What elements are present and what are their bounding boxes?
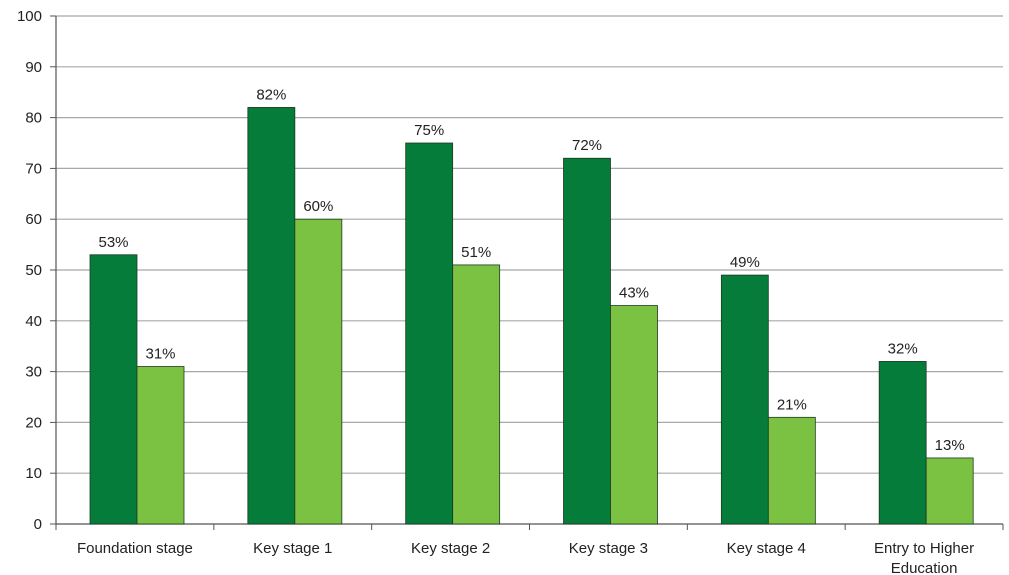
data-label: 31% (145, 346, 175, 363)
y-tick-label: 40 (25, 313, 42, 330)
data-label: 51% (461, 244, 491, 261)
bar (767, 416, 816, 525)
x-tick-label: Entry to Higher Education (874, 540, 974, 575)
data-label: 60% (303, 198, 333, 215)
bar (247, 107, 296, 525)
y-tick-label: 60 (25, 211, 42, 228)
bar (405, 142, 454, 525)
x-tick-label: Key stage 2 (411, 540, 490, 557)
data-label: 21% (777, 396, 807, 413)
y-tick-label: 70 (25, 160, 42, 177)
data-label: 72% (572, 137, 602, 154)
bar (294, 218, 343, 525)
data-label: 75% (414, 122, 444, 139)
data-label: 43% (619, 285, 649, 302)
gridlines (56, 15, 1003, 525)
y-tick-label: 90 (25, 59, 42, 76)
y-tick-label: 20 (25, 414, 42, 431)
bar (878, 361, 927, 525)
y-tick-label: 100 (17, 8, 42, 25)
y-tick-label: 0 (34, 516, 42, 533)
y-tick-label: 50 (25, 262, 42, 279)
bar (563, 157, 611, 525)
data-label: 53% (98, 234, 128, 251)
x-tick-label: Foundation stage (77, 540, 193, 557)
data-labels: 53% 82% 75% 72% 49% 32% 31% 60% 51% 43% 21% 13% (98, 86, 964, 454)
data-label: 32% (888, 340, 918, 357)
y-axis: 0 10 20 30 40 50 60 70 80 90 100 (17, 8, 57, 533)
data-label: 49% (730, 254, 760, 271)
bar (89, 254, 138, 525)
x-tick-label: Key stage 4 (727, 540, 806, 557)
bar (720, 274, 769, 525)
data-label: 82% (256, 86, 286, 103)
x-axis: Foundation stage Key stage 1 Key stage 2 Ke… (55, 524, 1004, 575)
bar (452, 264, 501, 525)
y-tick-label: 80 (25, 110, 42, 127)
y-tick-label: 10 (25, 465, 42, 482)
x-tick-label: Key stage 1 (253, 540, 332, 557)
data-label: 13% (935, 437, 965, 454)
x-tick-label: Key stage 3 (569, 540, 648, 557)
bar (610, 305, 658, 525)
y-tick-label: 30 (25, 364, 42, 381)
bar (136, 366, 185, 525)
bars (89, 107, 974, 525)
bar (925, 457, 974, 525)
